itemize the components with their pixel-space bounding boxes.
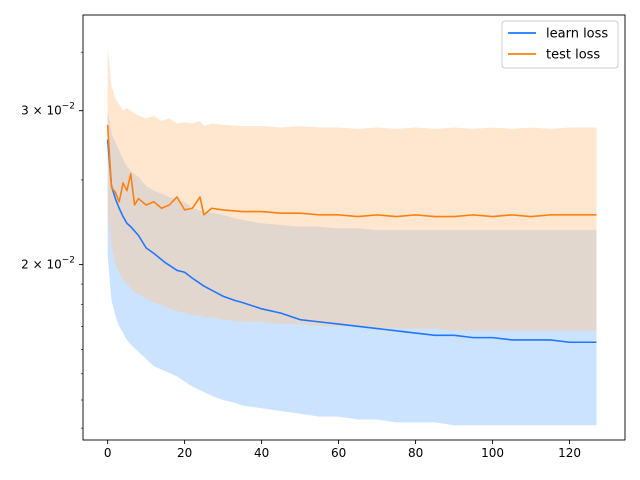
legend-label-1: test loss xyxy=(546,48,600,63)
x-tick-label: 0 xyxy=(104,446,112,460)
y-tick-label: 3 × 10−2 xyxy=(21,102,75,118)
x-tick-label: 120 xyxy=(558,446,581,460)
axes-frame xyxy=(82,14,626,441)
axes: 0 20 40 60 80 100 120 2 × 10−2 3 × 10−2 xyxy=(21,14,626,460)
legend: learn loss test loss xyxy=(501,20,619,69)
series-band-0 xyxy=(107,110,597,426)
x-tick-label: 100 xyxy=(481,446,504,460)
plot-area xyxy=(106,46,597,426)
series-line-1 xyxy=(106,124,597,218)
legend-label-0: learn loss xyxy=(546,27,608,42)
series-line-0 xyxy=(106,139,597,344)
x-tick-label: 40 xyxy=(254,446,269,460)
series-band-1 xyxy=(107,46,597,331)
y-tick-label: 2 × 10−2 xyxy=(21,256,75,272)
x-tick-label: 80 xyxy=(408,446,423,460)
x-tick-label: 60 xyxy=(331,446,346,460)
x-tick-label: 20 xyxy=(177,446,192,460)
